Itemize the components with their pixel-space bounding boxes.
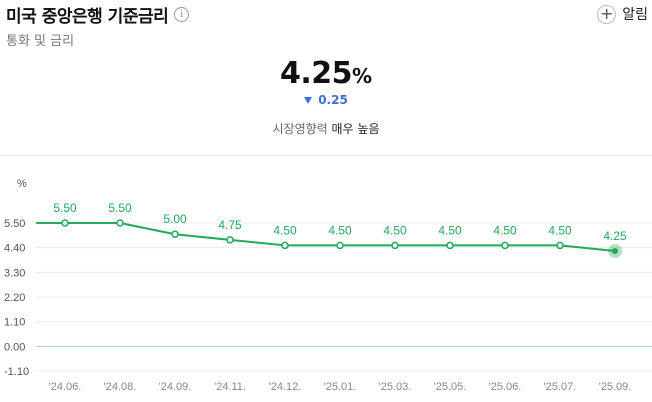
data-point (226, 236, 234, 244)
y-tick-label: 4.40 (4, 243, 25, 255)
rate-change-value: 0.25 (318, 93, 348, 107)
alarm-button[interactable]: + 알림 (597, 2, 652, 26)
y-axis-unit: % (17, 178, 27, 190)
data-label: 5.00 (163, 212, 187, 226)
current-rate-value: 4.25 (279, 56, 353, 91)
rate-change: 0.25 (0, 93, 652, 107)
data-label: 4.50 (383, 223, 407, 237)
alarm-label: 알림 (622, 7, 648, 23)
plus-icon: + (597, 4, 617, 24)
data-point (446, 241, 454, 250)
data-point (556, 241, 564, 250)
current-value-block: 4.25% 0.25 (0, 56, 652, 107)
category-subtitle: 통화 및 금리 (6, 34, 75, 49)
y-tick-label: 0.00 (4, 341, 25, 353)
y-tick-label: 1.10 (4, 317, 25, 329)
divider (0, 155, 652, 156)
data-label: 4.50 (548, 223, 572, 237)
data-label: 4.50 (438, 223, 462, 237)
market-impact-label: 시장영향력 (272, 122, 328, 136)
x-tick-label: '25.09. (599, 381, 632, 393)
x-tick-label: '25.03. (379, 381, 412, 393)
x-tick-label: '24.09. (159, 381, 192, 393)
x-tick-label: '24.12. (269, 381, 302, 393)
data-label: 5.50 (53, 201, 77, 215)
down-arrow-icon (304, 96, 313, 104)
data-label: 4.50 (328, 223, 352, 237)
data-label: 4.50 (493, 223, 517, 237)
info-icon[interactable]: i (174, 6, 190, 22)
x-tick-label: '25.01. (324, 381, 357, 393)
x-tick-label: '24.08. (104, 381, 137, 393)
rate-line-chart: % 5.50 4.40 3.30 2.20 1.10 0.00 -1.10 '24.06. '24… (4, 178, 652, 393)
header: 미국 중앙은행 기준금리 i 통화 및 금리 + 알림 (6, 2, 652, 52)
x-tick-label: '25.06. (489, 381, 522, 393)
data-label: 4.25 (603, 229, 627, 243)
page-title: 미국 중앙은행 기준금리 (6, 6, 169, 27)
market-impact-level: 매우 높음 (331, 122, 380, 136)
y-tick-label: -1.10 (4, 366, 29, 378)
market-impact: 시장영향력 매우 높음 (0, 120, 652, 137)
data-point (171, 230, 179, 238)
data-point (116, 219, 124, 227)
series-line (36, 222, 616, 253)
data-label: 4.50 (273, 223, 297, 237)
data-point (336, 241, 344, 250)
x-tick-label: '25.05. (434, 381, 467, 393)
current-rate-unit: % (351, 64, 373, 88)
x-tick-label: '24.06. (49, 381, 82, 393)
x-tick-label: '24.11. (214, 381, 246, 393)
data-label: 5.50 (108, 201, 132, 215)
data-point (391, 241, 399, 250)
data-point (501, 241, 509, 250)
y-tick-label: 3.30 (4, 267, 25, 279)
data-point (612, 248, 618, 255)
data-point (281, 241, 289, 250)
title-row: 미국 중앙은행 기준금리 i (6, 2, 652, 27)
y-tick-label: 2.20 (4, 292, 25, 304)
data-point (61, 219, 69, 227)
x-tick-label: '25.07. (544, 381, 577, 393)
data-label: 4.75 (218, 218, 242, 232)
y-tick-label: 5.50 (4, 218, 25, 230)
